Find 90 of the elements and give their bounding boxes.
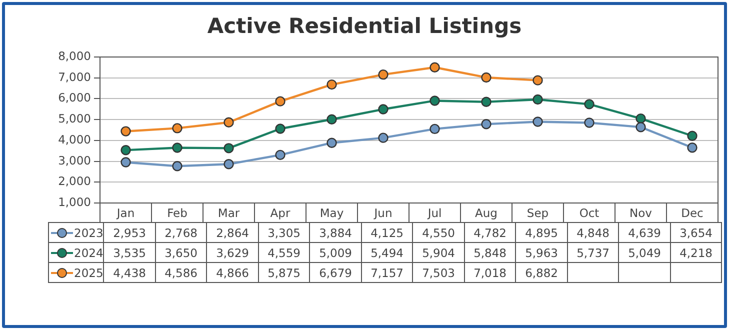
x-tick-label: Feb	[167, 206, 188, 220]
point	[326, 114, 337, 124]
data-label: 4,559	[258, 242, 310, 262]
point	[275, 96, 286, 106]
data-label: 3,535	[104, 242, 156, 262]
data-label: 2,953	[104, 222, 156, 242]
x-tick-label: May	[320, 206, 344, 220]
point	[275, 150, 286, 160]
x-tick-label: Jul	[426, 206, 442, 220]
chart-title: Active Residential Listings	[206, 14, 523, 38]
x-tick-label: Jun	[373, 206, 392, 220]
point	[532, 116, 543, 127]
y-tick-label: 5,000	[58, 112, 91, 126]
data-label: 4,218	[670, 242, 722, 262]
data-label: 4,866	[206, 262, 258, 282]
point	[172, 161, 182, 172]
data-label: 3,629	[206, 242, 258, 262]
point	[224, 117, 234, 128]
y-tick-label: 4,000	[58, 132, 91, 146]
data-label: 5,049	[618, 242, 670, 262]
point	[275, 124, 286, 134]
point	[326, 138, 337, 148]
point	[532, 75, 543, 86]
legend-label: 2024	[48, 242, 104, 262]
point	[120, 145, 131, 156]
data-label: 5,009	[310, 242, 362, 262]
legend-label: 2025	[48, 262, 104, 282]
data-label: 4,125	[361, 222, 413, 242]
point	[378, 104, 388, 114]
point	[636, 113, 646, 124]
y-tick-label: 7,000	[58, 70, 91, 84]
point	[172, 142, 182, 153]
point	[481, 96, 492, 107]
data-label: 6,679	[310, 262, 362, 282]
data-label: 5,494	[361, 242, 413, 262]
point	[481, 119, 492, 130]
data-label: 4,895	[516, 222, 568, 242]
data-label: 3,305	[258, 222, 310, 242]
x-tick-label: Apr	[270, 206, 290, 220]
point	[224, 143, 234, 154]
y-tick-label: 6,000	[58, 90, 91, 105]
x-tick-label: Jan	[116, 206, 135, 220]
point	[584, 118, 594, 128]
point	[532, 94, 543, 105]
data-label: 3,650	[155, 242, 207, 262]
x-tick-label: Aug	[475, 206, 498, 220]
point	[636, 122, 646, 132]
y-tick-label: 3,000	[58, 153, 91, 168]
data-label: 3,654	[670, 222, 722, 242]
y-tick-label: 1,000	[58, 194, 91, 209]
data-label: 7,503	[412, 262, 464, 282]
point	[687, 142, 698, 153]
legend-label: 2023	[48, 222, 104, 242]
data-label: 4,586	[155, 262, 207, 282]
data-label: 2,864	[206, 222, 258, 242]
data-label: 4,848	[567, 222, 619, 242]
point	[120, 157, 131, 168]
data-label: 7,018	[464, 262, 516, 282]
data-label: 5,963	[516, 242, 568, 262]
x-tick-label: Sep	[526, 206, 549, 220]
data-label: 4,438	[104, 262, 156, 282]
y-tick-label: 8,000	[58, 48, 91, 63]
data-label: 5,875	[258, 262, 310, 282]
data-label: 4,550	[412, 222, 464, 242]
point	[378, 132, 388, 143]
data-label: 2,768	[155, 222, 207, 242]
data-label: 5,904	[412, 242, 464, 262]
point	[481, 72, 492, 83]
point	[224, 159, 234, 170]
data-label: 7,157	[361, 262, 413, 282]
point	[430, 124, 440, 134]
x-tick-label: Oct	[579, 206, 600, 220]
data-label: 3,884	[310, 222, 362, 242]
x-tick-label: Nov	[630, 206, 652, 220]
point	[378, 69, 388, 80]
point	[326, 79, 337, 90]
data-label: 4,639	[618, 222, 670, 242]
data-label: 5,848	[464, 242, 516, 262]
data-label: 6,882	[516, 262, 568, 282]
x-tick-label: Dec	[681, 206, 704, 220]
x-tick-label: Mar	[218, 206, 240, 220]
data-label: 4,782	[464, 222, 516, 242]
point	[584, 99, 594, 110]
point	[120, 126, 131, 136]
point	[172, 123, 182, 134]
y-tick-label: 2,000	[58, 174, 91, 188]
point	[430, 96, 440, 106]
point	[687, 130, 698, 141]
point	[430, 62, 440, 72]
data-label: 5,737	[567, 242, 619, 262]
